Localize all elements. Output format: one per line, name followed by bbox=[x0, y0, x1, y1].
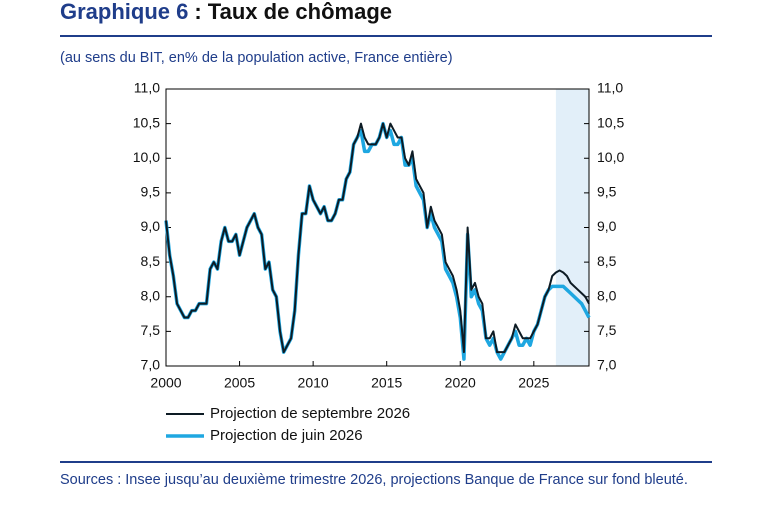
y-tick-label-right: 8,5 bbox=[597, 253, 617, 269]
x-tick-label: 2000 bbox=[150, 375, 181, 391]
y-tick-label-right: 10,0 bbox=[597, 149, 624, 165]
y-tick-label-right: 10,5 bbox=[597, 114, 624, 130]
y-tick-label-right: 7,0 bbox=[597, 357, 617, 373]
y-tick-label: 9,0 bbox=[141, 218, 161, 234]
figure-label: Graphique 6 bbox=[60, 0, 188, 24]
chart-title: Graphique 6: Taux de chômage bbox=[60, 0, 392, 24]
y-tick-label: 11,0 bbox=[134, 80, 160, 96]
source-note: Sources : Insee jusqu’au deuxième trimes… bbox=[60, 472, 688, 488]
y-tick-label: 8,5 bbox=[141, 253, 161, 269]
x-tick-label: 2025 bbox=[518, 375, 549, 391]
y-tick-label: 10,0 bbox=[133, 149, 160, 165]
plot-frame bbox=[165, 88, 590, 367]
legend-label: Projection de juin 2026 bbox=[210, 427, 363, 444]
y-tick-label: 7,5 bbox=[141, 322, 161, 338]
y-tick-label: 8,0 bbox=[141, 287, 161, 303]
y-tick-label-right: 8,0 bbox=[597, 287, 617, 303]
y-tick-label-right: 9,0 bbox=[597, 218, 617, 234]
y-tick-label: 9,5 bbox=[141, 184, 161, 200]
subtitle: (au sens du BIT, en% de la population ac… bbox=[60, 50, 453, 66]
series-line bbox=[165, 122, 590, 354]
x-tick-label: 2015 bbox=[371, 375, 402, 391]
y-tick-label-right: 7,5 bbox=[597, 322, 617, 338]
y-tick-label-right: 11,0 bbox=[597, 80, 623, 96]
legend-label: Projection de septembre 2026 bbox=[210, 405, 410, 422]
title-text: : Taux de chômage bbox=[194, 0, 392, 24]
x-tick-label: 2010 bbox=[298, 375, 329, 391]
x-tick-label: 2005 bbox=[224, 375, 255, 391]
x-tick-label: 2020 bbox=[445, 375, 476, 391]
projection-shade bbox=[555, 89, 589, 366]
y-tick-label: 7,0 bbox=[141, 357, 161, 373]
y-tick-label: 10,5 bbox=[133, 114, 160, 130]
y-tick-label-right: 9,5 bbox=[597, 184, 617, 200]
